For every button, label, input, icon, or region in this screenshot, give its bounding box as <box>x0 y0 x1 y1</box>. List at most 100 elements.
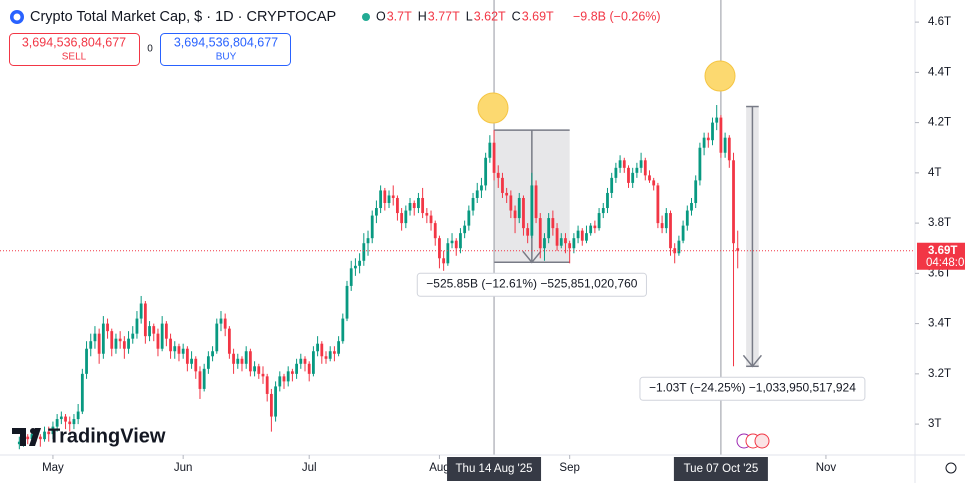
buy-label[interactable]: BUY <box>216 52 237 63</box>
candle-body <box>454 240 458 249</box>
candle-body <box>484 157 488 186</box>
candle-body <box>366 238 370 244</box>
legend-key: O <box>376 9 386 23</box>
candle-body <box>438 238 441 259</box>
measure-label-box <box>416 272 647 297</box>
candle-body <box>522 197 525 229</box>
candle-body <box>639 160 643 168</box>
candle-body <box>408 203 412 211</box>
candle-body <box>660 223 664 229</box>
change: −9.8B (−0.26%) <box>573 9 661 23</box>
candle-body <box>265 376 269 394</box>
candle-body <box>232 353 235 364</box>
candle-body <box>173 346 177 352</box>
candle-body <box>433 223 437 239</box>
candle-body <box>101 323 105 354</box>
candle-body <box>362 243 366 261</box>
candle-body <box>358 260 362 266</box>
candle-body <box>627 167 630 183</box>
event-icon[interactable] <box>754 433 770 449</box>
candle-body <box>17 441 21 445</box>
candle-body <box>387 195 391 204</box>
settings-icon[interactable] <box>945 462 957 474</box>
spread: 0 <box>147 44 153 55</box>
y-tick-label: 3.6T <box>928 267 951 279</box>
candle-body <box>131 333 135 339</box>
candle-body <box>711 122 714 141</box>
candle-body <box>429 215 433 224</box>
candle-body <box>143 303 147 337</box>
candle-body <box>282 376 286 382</box>
market-status[interactable] <box>362 13 370 21</box>
candle-body <box>93 333 97 342</box>
legend-value: 3.77T <box>428 9 460 23</box>
candle-body <box>345 285 349 319</box>
candle-body <box>244 351 248 364</box>
y-tick-label: 3T <box>928 418 941 430</box>
candle-body <box>68 421 72 425</box>
candle-body <box>114 338 118 349</box>
candle-body <box>328 351 332 359</box>
candle-body <box>614 167 618 178</box>
candle-body <box>513 210 517 219</box>
candle-body <box>38 436 42 440</box>
candle-body <box>185 348 189 364</box>
candle-body <box>299 358 303 364</box>
candle-body <box>463 225 467 234</box>
candle-body <box>480 185 483 191</box>
sell-label[interactable]: SELL <box>62 52 87 63</box>
candle-body <box>488 142 492 158</box>
y-tick-label: 4.4T <box>928 66 951 78</box>
candle-body <box>223 318 227 329</box>
candle-body <box>375 208 378 216</box>
candle-body <box>248 351 252 372</box>
candle-body <box>278 376 282 387</box>
candle-body <box>664 213 668 229</box>
candle-body <box>290 371 294 374</box>
candle-body <box>257 366 261 374</box>
symbol-title[interactable]: Crypto Total Market Cap, $ · 1D · CRYPTO… <box>30 9 336 25</box>
candle-body <box>517 197 521 219</box>
candle-body <box>341 318 345 342</box>
candle-body <box>354 265 357 269</box>
measure-label: −525.85B (−12.61%) −525,851,020,760 <box>426 276 638 290</box>
candle-body <box>383 190 387 204</box>
candle-body <box>673 248 677 254</box>
price-tag-label: 3.69T <box>928 245 957 257</box>
candle-body <box>417 197 420 209</box>
candle-body <box>227 328 231 354</box>
measure-label: −1.03T (−24.25%) −1,033,950,517,924 <box>649 380 856 394</box>
candle-body <box>164 323 168 339</box>
candle-body <box>534 185 538 219</box>
legend-key: H <box>418 9 427 23</box>
candle-body <box>568 243 572 249</box>
candle-body <box>148 326 151 337</box>
candle-body <box>685 210 689 226</box>
legend-value: 3.69T <box>522 9 554 23</box>
candle-body <box>593 225 597 229</box>
candle-body <box>333 351 336 354</box>
sell-button[interactable] <box>9 33 140 66</box>
candle-body <box>559 238 563 246</box>
y-tick-label: 4.6T <box>928 16 951 28</box>
buy-price[interactable]: 3,694,536,804,677 <box>174 35 278 49</box>
x-tick-label: Jun <box>174 462 193 474</box>
candle-body <box>286 371 290 382</box>
legend-key: L <box>466 9 473 23</box>
candle-body <box>190 358 193 364</box>
candle-body <box>459 233 462 249</box>
crosshair-label: Thu 14 Aug '25 <box>456 463 533 475</box>
candle-body <box>206 356 210 369</box>
countdown: 04:48:0 <box>926 257 964 269</box>
candle-body <box>564 238 567 244</box>
candle-body <box>106 323 109 332</box>
buy-button[interactable] <box>160 33 291 66</box>
candle-body <box>694 180 698 204</box>
y-tick-label: 3.4T <box>928 318 951 330</box>
x-tick-label: Jul <box>302 462 317 474</box>
candle-body <box>122 341 126 349</box>
candle-body <box>59 416 63 420</box>
candle-body <box>312 351 315 374</box>
sell-price[interactable]: 3,694,536,804,677 <box>22 35 126 49</box>
candle-body <box>219 318 223 324</box>
